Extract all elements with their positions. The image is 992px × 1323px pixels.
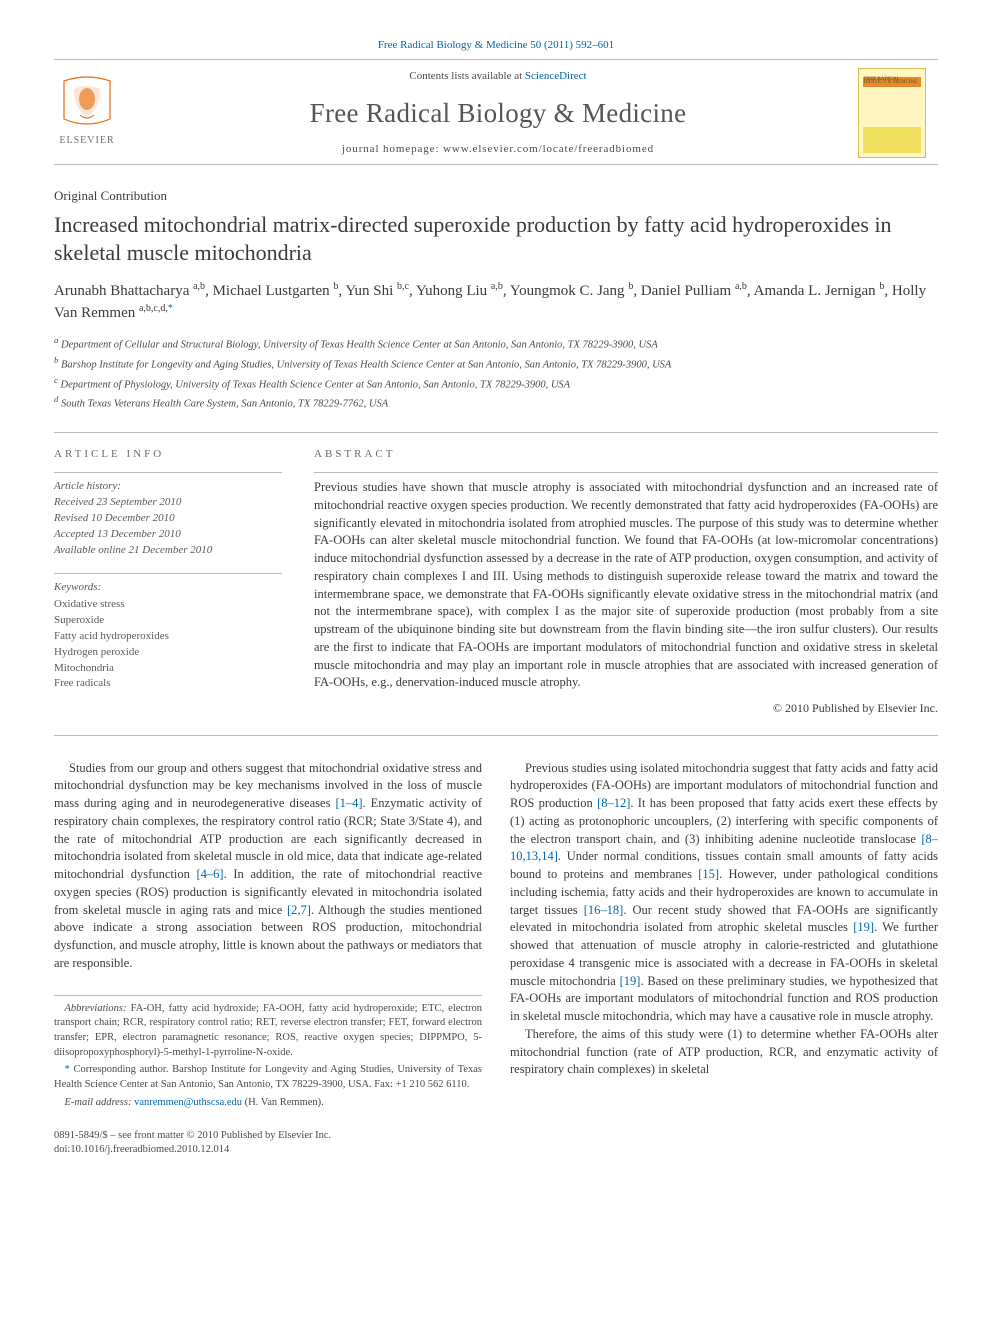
author: Michael Lustgarten b (213, 283, 339, 299)
body-para: Previous studies using isolated mitochon… (510, 760, 938, 1026)
abstract-copyright: © 2010 Published by Elsevier Inc. (314, 700, 938, 717)
online-date: Available online 21 December 2010 (54, 544, 212, 556)
author: Daniel Pulliam a,b (641, 283, 747, 299)
body-para: Therefore, the aims of this study were (… (510, 1026, 938, 1079)
body-col-right: Previous studies using isolated mitochon… (510, 760, 938, 1158)
publisher-logo-wrap: ELSEVIER (54, 75, 138, 152)
history-block: Article history: Received 23 September 2… (54, 479, 282, 559)
keywords-list: Oxidative stressSuperoxideFatty acid hyd… (54, 597, 282, 693)
body-col-left: Studies from our group and others sugges… (54, 760, 482, 1158)
header-center: Contents lists available at ScienceDirec… (138, 69, 858, 157)
email-suffix: (H. Van Remmen). (242, 1097, 324, 1108)
contents-prefix: Contents lists available at (409, 70, 524, 82)
keywords-block: Keywords: Oxidative stressSuperoxideFatt… (54, 580, 282, 693)
corr-text: Corresponding author. Barshop Institute … (54, 1064, 482, 1090)
article-info-column: ARTICLE INFO Article history: Received 2… (54, 447, 282, 717)
journal-title: Free Radical Biology & Medicine (138, 95, 858, 132)
elsevier-logo: ELSEVIER (54, 75, 120, 147)
sciencedirect-link[interactable]: ScienceDirect (525, 70, 587, 82)
meta-abstract-row: ARTICLE INFO Article history: Received 2… (54, 432, 938, 736)
bottom-meta: 0891-5849/$ – see front matter © 2010 Pu… (54, 1129, 482, 1158)
cover-thumb-wrap: FREE RADICAL BIOLOGY & MEDICINE (858, 68, 938, 158)
front-matter-line: 0891-5849/$ – see front matter © 2010 Pu… (54, 1129, 482, 1144)
email-label: E-mail address: (65, 1097, 135, 1108)
footnotes: Abbreviations: FA-OH, fatty acid hydroxi… (54, 995, 482, 1111)
author: Yuhong Liu a,b (416, 283, 503, 299)
divider (54, 573, 282, 574)
ref-link[interactable]: [1–4] (335, 796, 362, 810)
corresponding-footnote: * Corresponding author. Barshop Institut… (54, 1063, 482, 1092)
author: Arunabh Bhattacharya a,b (54, 283, 205, 299)
ref-link[interactable]: [15] (698, 867, 719, 881)
journal-cover-thumb: FREE RADICAL BIOLOGY & MEDICINE (858, 68, 926, 158)
author: Youngmok C. Jang b (510, 283, 634, 299)
keywords-label: Keywords: (54, 580, 282, 596)
affiliation: d South Texas Veterans Health Care Syste… (54, 393, 938, 412)
abstract-heading: ABSTRACT (314, 447, 938, 462)
author: Yun Shi b,c (345, 283, 409, 299)
abbrev-label: Abbreviations: (65, 1003, 127, 1014)
keyword: Mitochondria (54, 661, 282, 677)
email-footnote: E-mail address: vanremmen@uthscsa.edu (H… (54, 1096, 482, 1111)
article-type: Original Contribution (54, 187, 938, 205)
journal-homepage: journal homepage: www.elsevier.com/locat… (138, 142, 858, 157)
issue-citation-link[interactable]: Free Radical Biology & Medicine 50 (2011… (54, 38, 938, 53)
affiliation: c Department of Physiology, University o… (54, 374, 938, 393)
journal-header: ELSEVIER Contents lists available at Sci… (54, 59, 938, 165)
ref-link[interactable]: [16–18] (584, 903, 624, 917)
body-columns: Studies from our group and others sugges… (54, 760, 938, 1158)
ref-link[interactable]: [8–12] (597, 796, 630, 810)
keyword: Superoxide (54, 613, 282, 629)
received-date: Received 23 September 2010 (54, 496, 181, 508)
abbreviations-footnote: Abbreviations: FA-OH, fatty acid hydroxi… (54, 1002, 482, 1061)
divider (54, 472, 282, 473)
contents-line: Contents lists available at ScienceDirec… (138, 69, 858, 84)
affiliations: a Department of Cellular and Structural … (54, 334, 938, 412)
history-label: Article history: (54, 479, 282, 495)
abstract-column: ABSTRACT Previous studies have shown tha… (314, 447, 938, 717)
ref-link[interactable]: [2,7] (287, 903, 311, 917)
ref-link[interactable]: [19] (853, 920, 874, 934)
doi-line: doi:10.1016/j.freeradbiomed.2010.12.014 (54, 1143, 482, 1158)
email-link[interactable]: vanremmen@uthscsa.edu (134, 1097, 242, 1108)
revised-date: Revised 10 December 2010 (54, 512, 175, 524)
author-list: Arunabh Bhattacharya a,b, Michael Lustga… (54, 280, 938, 324)
keyword: Free radicals (54, 676, 282, 692)
keyword: Hydrogen peroxide (54, 645, 282, 661)
cover-bottom-band (863, 127, 921, 153)
affiliation: b Barshop Institute for Longevity and Ag… (54, 354, 938, 373)
accepted-date: Accepted 13 December 2010 (54, 528, 181, 540)
article-title: Increased mitochondrial matrix-directed … (54, 211, 938, 266)
author: Amanda L. Jernigan b (754, 283, 885, 299)
ref-link[interactable]: [19] (620, 974, 641, 988)
cover-title-band: FREE RADICAL BIOLOGY & MEDICINE (863, 77, 921, 87)
article-info-heading: ARTICLE INFO (54, 447, 282, 462)
affiliation: a Department of Cellular and Structural … (54, 334, 938, 353)
divider (314, 472, 938, 473)
abstract-text: Previous studies have shown that muscle … (314, 479, 938, 692)
keyword: Oxidative stress (54, 597, 282, 613)
svg-text:ELSEVIER: ELSEVIER (59, 135, 114, 146)
keyword: Fatty acid hydroperoxides (54, 629, 282, 645)
body-para: Studies from our group and others sugges… (54, 760, 482, 973)
ref-link[interactable]: [4–6] (197, 867, 224, 881)
